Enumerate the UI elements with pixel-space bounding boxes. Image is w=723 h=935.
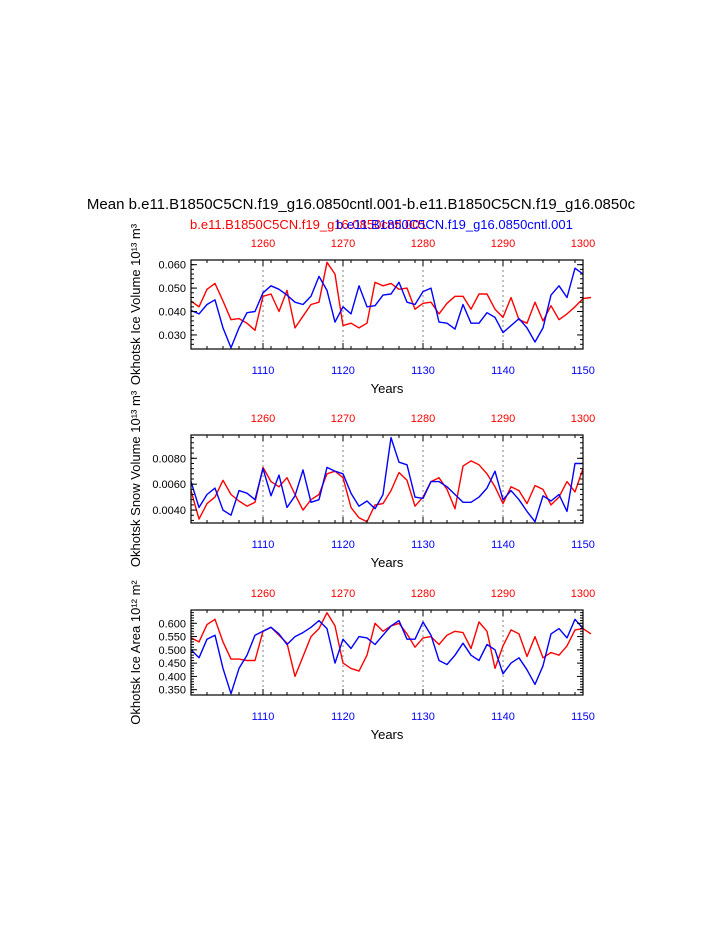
y-tick-label: 0.500: [158, 645, 186, 657]
panels-group: 0.030 0.040 0.050 0.060 1110 1120 1130 1140 1150…: [128, 223, 595, 742]
series-line-blue: [190, 267, 584, 349]
series-line-blue: [190, 436, 583, 523]
x-bottom-tick-label: 1140: [491, 711, 515, 723]
x-axis-label: Years: [371, 555, 404, 570]
x-bottom-tick-label: 1130: [411, 539, 435, 551]
y-tick-label: 0.600: [158, 618, 186, 630]
series-line-blue: [190, 618, 584, 695]
y-tick-label: 0.050: [158, 283, 186, 295]
y-tick-label: 0.0060: [152, 479, 186, 491]
x-bottom-tick-label: 1120: [331, 711, 355, 723]
x-top-tick-label: 1270: [331, 238, 355, 250]
x-top-tick-label: 1260: [251, 238, 275, 250]
x-top-tick-label: 1270: [331, 588, 355, 600]
x-bottom-tick-label: 1110: [252, 365, 275, 377]
case-label-red: b.e11.B1850C5CN.f19_g16.0850cntl.001: [190, 217, 427, 232]
x-bottom-tick-label: 1140: [491, 539, 515, 551]
figure-title: Mean b.e11.B1850C5CN.f19_g16.0850cntl.00…: [87, 196, 636, 213]
panel-1: 0.030 0.040 0.050 0.060 1110 1120 1130 1140 1150…: [128, 223, 595, 396]
x-top-tick-label: 1290: [491, 588, 515, 600]
series-line-red: [190, 261, 592, 331]
x-bottom-tick-label: 1110: [252, 539, 275, 551]
x-bottom-tick-label: 1130: [411, 711, 435, 723]
y-axis-label: Okhotsk Snow Volume 10¹³ m³: [128, 390, 143, 567]
y-tick-label: 0.0040: [152, 505, 186, 517]
x-bottom-tick-label: 1120: [331, 365, 355, 377]
plot-frame: [190, 259, 584, 350]
x-top-tick-label: 1290: [491, 238, 515, 250]
x-top-tick-label: 1280: [411, 413, 435, 425]
x-bottom-tick-label: 1120: [331, 539, 355, 551]
plot-frame: [190, 434, 584, 524]
x-top-tick-label: 1290: [491, 413, 515, 425]
x-top-tick-label: 1280: [411, 238, 435, 250]
x-bottom-tick-label: 1150: [571, 711, 595, 723]
x-bottom-tick-label: 1130: [411, 365, 435, 377]
x-top-tick-label: 1260: [251, 588, 275, 600]
x-axis-label: Years: [371, 727, 404, 742]
x-top-tick-label: 1260: [251, 413, 275, 425]
x-bottom-tick-label: 1110: [252, 711, 275, 723]
y-axis-label: Okhotsk Ice Volume 10¹³ m³: [128, 223, 143, 385]
y-tick-label: 0.350: [158, 685, 186, 697]
y-tick-label: 0.450: [158, 658, 186, 670]
x-axis-label: Years: [371, 381, 404, 396]
y-tick-label: 0.550: [158, 632, 186, 644]
x-bottom-tick-label: 1140: [491, 365, 515, 377]
x-bottom-tick-label: 1150: [571, 365, 595, 377]
y-tick-label: 0.400: [158, 671, 186, 683]
y-tick-label: 0.0080: [152, 453, 186, 465]
y-tick-label: 0.030: [158, 330, 186, 342]
x-top-tick-label: 1270: [331, 413, 355, 425]
y-axis-label: Okhotsk Ice Area 10¹² m²: [128, 580, 143, 725]
panel-2: 0.0040 0.0060 0.0080 1110 1120 1130 1140 1150 12…: [128, 390, 595, 570]
case-label-blue: b.e11.B1850C5CN.f19_g16.0850cntl.001: [336, 217, 573, 232]
y-tick-label: 0.060: [158, 260, 186, 272]
x-top-tick-label: 1300: [571, 413, 595, 425]
x-top-tick-label: 1280: [411, 588, 435, 600]
x-top-tick-label: 1300: [571, 588, 595, 600]
x-bottom-tick-label: 1150: [571, 539, 595, 551]
plot-frame: [190, 609, 584, 696]
y-tick-label: 0.040: [158, 307, 186, 319]
x-top-tick-label: 1300: [571, 238, 595, 250]
